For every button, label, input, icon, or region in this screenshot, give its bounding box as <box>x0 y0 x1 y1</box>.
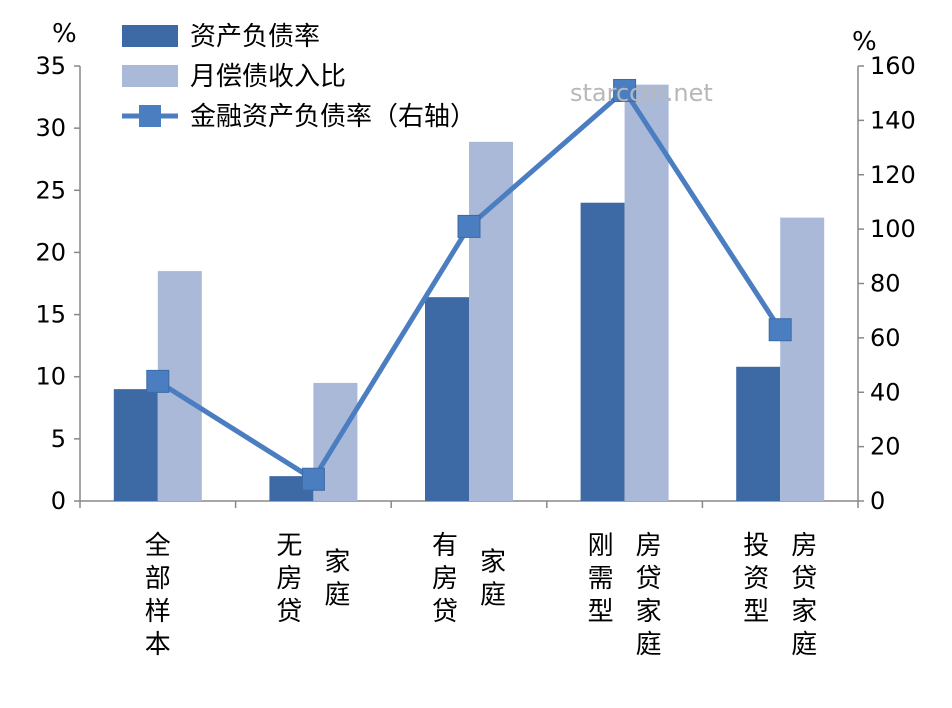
left-axis-tick-label: 15 <box>35 301 66 329</box>
line-series <box>146 78 792 491</box>
left-axis-tick-label: 10 <box>35 363 66 391</box>
legend-swatch <box>122 25 178 47</box>
category-label-char: 房 <box>276 564 302 594</box>
bar-debt-service-ratio <box>469 141 513 502</box>
category-label-char: 投 <box>743 531 769 561</box>
category-label-char: 房 <box>636 531 662 561</box>
line-point-marker <box>768 318 792 342</box>
category-label-char: 贷 <box>636 564 662 594</box>
bar-debt-service-ratio <box>780 217 825 501</box>
category-label-char: 庭 <box>324 581 350 611</box>
category-label-char: 房 <box>432 564 458 594</box>
bar-debt-ratio <box>736 366 781 501</box>
line-point-marker <box>146 369 170 393</box>
category-label-char: 无 <box>276 531 302 561</box>
line-point-marker <box>301 467 325 491</box>
bars <box>113 84 825 502</box>
bar-debt-service-ratio <box>624 84 669 502</box>
right-axis-tick-label: 60 <box>870 324 901 352</box>
right-axis-tick-label: 120 <box>870 161 916 189</box>
right-axis-tick-label: 20 <box>870 433 901 461</box>
bar-debt-ratio <box>113 389 158 501</box>
legend-swatch <box>122 65 178 87</box>
category-label-char: 家 <box>636 597 662 627</box>
right-axis-tick-label: 160 <box>870 52 916 80</box>
category-label-char: 刚 <box>588 531 614 561</box>
category-label-char: 贷 <box>432 597 458 627</box>
category-label-char: 样 <box>145 597 171 627</box>
category-label-char: 庭 <box>791 630 817 660</box>
left-axis-tick-label: 20 <box>35 238 66 266</box>
bar-debt-ratio <box>425 297 469 501</box>
category-label-char: 房 <box>791 531 817 561</box>
category-label-char: 家 <box>480 548 506 578</box>
legend-label: 资产负债率 <box>190 22 320 52</box>
left-axis-tick-label: 0 <box>51 487 66 515</box>
left-axis-unit: % <box>52 19 77 49</box>
category-label-char: 型 <box>743 597 769 627</box>
line-point-marker <box>613 78 637 102</box>
bar-debt-ratio <box>580 202 625 501</box>
left-axis-tick-label: 30 <box>35 114 66 142</box>
right-axis-unit: % <box>852 27 877 57</box>
legend-label: 金融资产负债率（右轴） <box>190 102 476 132</box>
category-label-char: 贷 <box>276 597 302 627</box>
left-axis-tick-label: 5 <box>51 425 66 453</box>
legend-marker <box>139 105 161 127</box>
category-label-char: 家 <box>324 548 350 578</box>
category-label-char: 家 <box>791 597 817 627</box>
category-label-char: 有 <box>432 531 458 561</box>
right-axis-tick-label: 100 <box>870 215 916 243</box>
left-axis-tick-label: 25 <box>35 176 66 204</box>
category-label-char: 需 <box>588 564 614 594</box>
left-axis-tick-label: 35 <box>35 52 66 80</box>
watermark: starccm.net <box>570 79 713 107</box>
right-axis-tick-label: 140 <box>870 106 916 134</box>
category-label-char: 全 <box>145 531 171 561</box>
right-axis-tick-label: 80 <box>870 270 901 298</box>
category-label-char: 贷 <box>791 564 817 594</box>
category-label-char: 型 <box>588 597 614 627</box>
right-axis-tick-label: 0 <box>870 487 885 515</box>
category-label-char: 部 <box>145 564 171 594</box>
category-label-char: 本 <box>145 630 171 660</box>
right-axis-tick-label: 40 <box>870 378 901 406</box>
category-label-char: 庭 <box>636 630 662 660</box>
axes: 0 5 10 15 20 25 30 35 0 20 40 60 80 100 120 140 160 <box>35 52 915 515</box>
legend-label: 月偿债收入比 <box>190 62 346 92</box>
category-label-char: 庭 <box>480 581 506 611</box>
line-point-marker <box>457 214 481 238</box>
category-label-char: 资 <box>743 564 769 594</box>
